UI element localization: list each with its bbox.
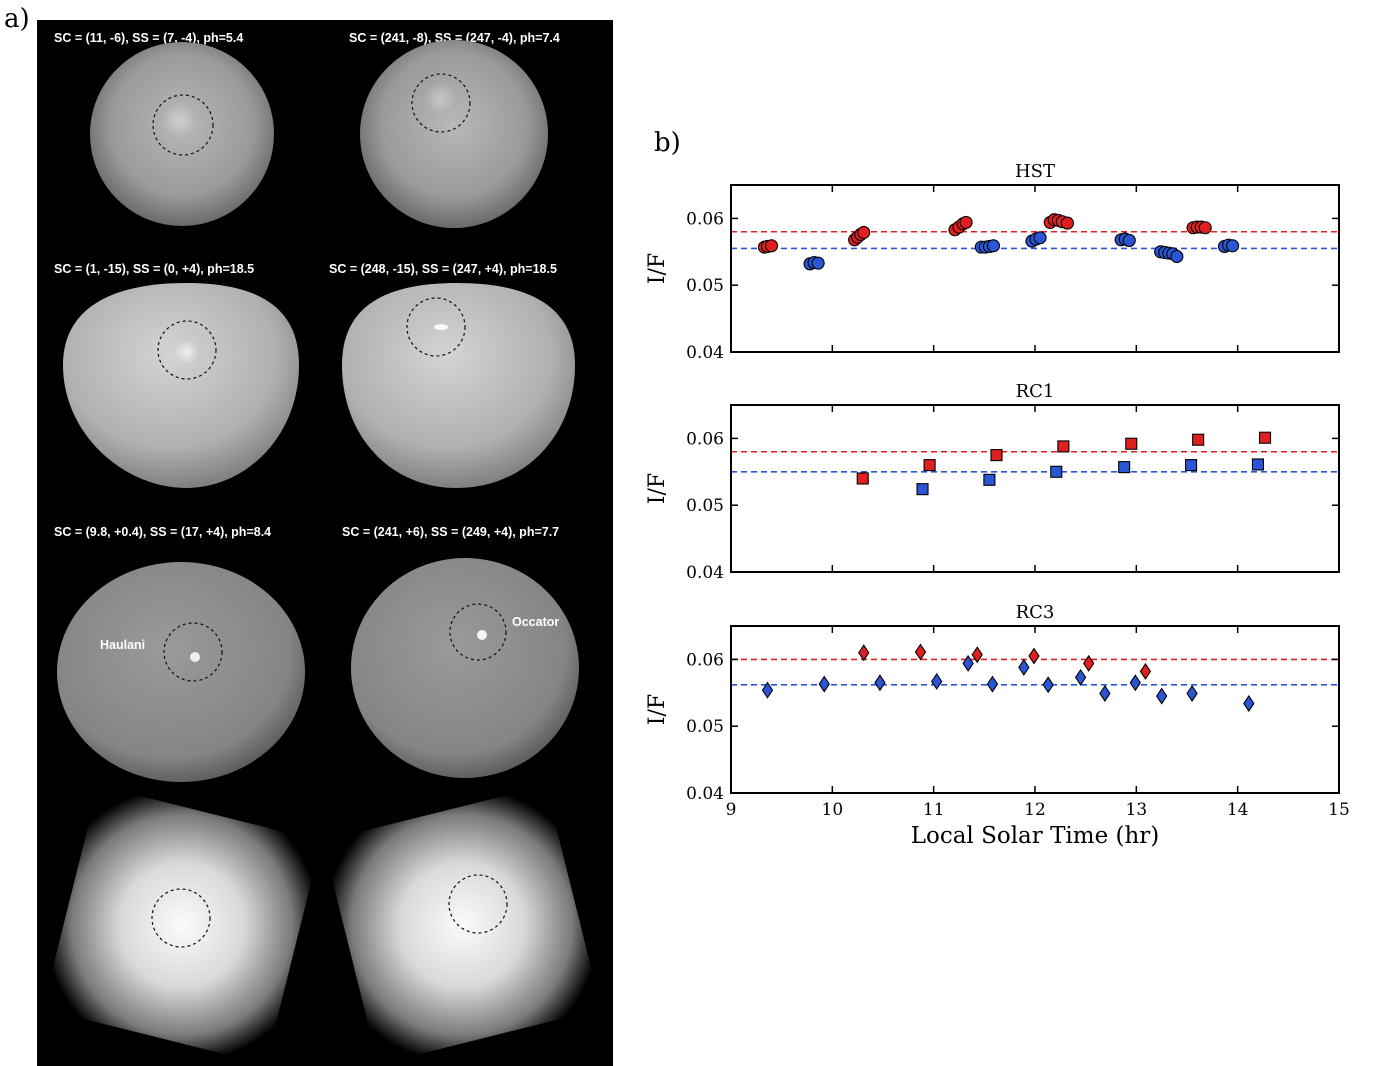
- chart-rc3-xtick-label: 9: [726, 800, 737, 820]
- chart-rc1-point: [1192, 433, 1205, 446]
- chart-rc3-xtick-label: 12: [1024, 800, 1046, 820]
- chart-rc1-point: [1258, 431, 1272, 444]
- chart-rc3-ytick-label: 0.05: [686, 717, 724, 737]
- chart-rc3-frame: [730, 625, 1340, 794]
- chart-rc3-point: [1156, 687, 1168, 705]
- chart-rc3-point: [818, 675, 830, 693]
- chart-rc1-point: [1125, 437, 1138, 450]
- chart-rc3-xtick-label: 13: [1126, 800, 1148, 820]
- chart-rc3-xtick-label: 10: [822, 800, 844, 820]
- chart-rc3-title: RC3: [1016, 602, 1055, 623]
- chart-rc1-point: [916, 483, 929, 496]
- chart-rc1-point: [856, 472, 869, 485]
- chart-rc1-point: [1057, 440, 1070, 453]
- chart-hst-point: [764, 239, 779, 253]
- panel-b-label: b): [654, 128, 681, 158]
- chart-hst-frame: [730, 184, 1340, 353]
- chart-hst-ytick-label: 0.04: [686, 343, 724, 363]
- chart-rc3: RC3 I/F Local Solar Time (hr) 0.04 0.05 0.…: [645, 602, 1350, 849]
- chart-rc3-point: [1099, 684, 1111, 702]
- chart-rc3-point: [931, 672, 943, 690]
- chart-hst-point: [1198, 221, 1212, 235]
- caption-rc1-right: SC = (248, -15), SS = (247, +4), ph=18.5: [329, 262, 557, 276]
- chart-rc3-point: [971, 646, 983, 664]
- chart-rc3-point: [1074, 668, 1087, 686]
- chart-hst-ylabel: I/F: [645, 253, 670, 284]
- chart-rc3-xtick-label: 15: [1328, 800, 1350, 820]
- panel-a-label: a): [4, 4, 30, 34]
- chart-hst-title: HST: [1015, 161, 1055, 182]
- chart-hst-point: [1122, 233, 1136, 247]
- chart-rc3-xlabel: Local Solar Time (hr): [911, 823, 1160, 849]
- chart-rc3-point: [1129, 674, 1141, 692]
- chart-rc3-point: [1018, 658, 1030, 676]
- rc3-image-right: Occator: [351, 558, 579, 778]
- chart-rc3-point: [1186, 684, 1198, 702]
- chart-hst-point: [1226, 239, 1240, 253]
- occator-label: Occator: [512, 615, 559, 629]
- chart-rc3-ytick-label: 0.06: [686, 650, 724, 670]
- hst-image-right: [360, 40, 548, 228]
- hst-image-left: [90, 42, 274, 226]
- chart-rc3-point: [986, 675, 999, 693]
- chart-rc3-point: [962, 654, 974, 672]
- chart-rc1-point: [1251, 458, 1264, 471]
- chart-hst-point: [1170, 249, 1184, 264]
- chart-hst-point: [857, 225, 871, 239]
- chart-rc1-ytick-label: 0.06: [686, 429, 724, 449]
- simulated-image-left: [42, 785, 322, 1065]
- chart-rc3-point: [874, 674, 886, 692]
- chart-hst-point: [811, 256, 825, 270]
- chart-rc1-ytick-label: 0.04: [686, 563, 724, 583]
- chart-hst-point: [1060, 216, 1074, 230]
- chart-rc1-point: [990, 449, 1003, 462]
- chart-rc1-ytick-label: 0.05: [686, 496, 724, 516]
- chart-rc1-point: [1118, 461, 1131, 474]
- chart-rc1-point: [1185, 459, 1198, 472]
- rc1-image-right: [342, 283, 575, 488]
- haulani-label: Haulani: [100, 638, 145, 652]
- chart-rc1-point: [983, 473, 996, 486]
- chart-rc3-ytick-label: 0.04: [686, 784, 724, 804]
- chart-hst-ytick-label: 0.05: [686, 276, 724, 296]
- chart-rc3-point: [1243, 694, 1255, 712]
- chart-rc3-point: [1139, 662, 1152, 680]
- ceres-image-mosaic: SC = (11, -6), SS = (7, -4), ph=5.4 SC =…: [37, 20, 613, 1066]
- chart-rc1-ylabel: I/F: [645, 473, 670, 504]
- chart-rc1-title: RC1: [1016, 381, 1055, 402]
- if-scatter-charts: HST I/F 0.04 0.05 0.06 RC1 I/F 0.04 0.05 0.0…: [645, 161, 1350, 849]
- chart-rc1-point: [923, 459, 936, 472]
- chart-rc3-point: [858, 644, 870, 662]
- chart-rc1-frame: [730, 404, 1340, 573]
- caption-rc1-left: SC = (1, -15), SS = (0, +4), ph=18.5: [54, 262, 254, 276]
- chart-rc3-ylabel: I/F: [645, 694, 670, 725]
- simulated-image-right: [322, 785, 602, 1065]
- chart-hst: HST I/F 0.04 0.05 0.06: [645, 161, 1340, 363]
- rc1-image-left: [63, 283, 299, 488]
- caption-rc3-left: SC = (9.8, +0.4), SS = (17, +4), ph=8.4: [54, 525, 271, 539]
- chart-rc1: RC1 I/F 0.04 0.05 0.06: [645, 381, 1340, 583]
- chart-hst-point: [986, 239, 1001, 253]
- chart-rc1-point: [1050, 465, 1063, 478]
- caption-hst-right: SC = (241, -8), SS = (247, -4), ph=7.4: [349, 31, 560, 45]
- chart-rc3-xtick-label: 14: [1227, 800, 1249, 820]
- chart-rc3-xtick-label: 11: [923, 800, 945, 820]
- chart-rc3-point: [761, 681, 774, 699]
- rc3-image-left: Haulani: [57, 562, 305, 782]
- chart-rc3-point: [1083, 654, 1095, 672]
- chart-rc3-point: [1042, 676, 1054, 694]
- chart-hst-point: [1033, 231, 1047, 245]
- chart-rc3-point: [1028, 647, 1040, 665]
- chart-rc3-point: [914, 643, 927, 661]
- chart-hst-ytick-label: 0.06: [686, 209, 724, 229]
- caption-rc3-right: SC = (241, +6), SS = (249, +4), ph=7.7: [342, 525, 559, 539]
- chart-hst-point: [959, 215, 973, 229]
- caption-hst-left: SC = (11, -6), SS = (7, -4), ph=5.4: [54, 31, 243, 45]
